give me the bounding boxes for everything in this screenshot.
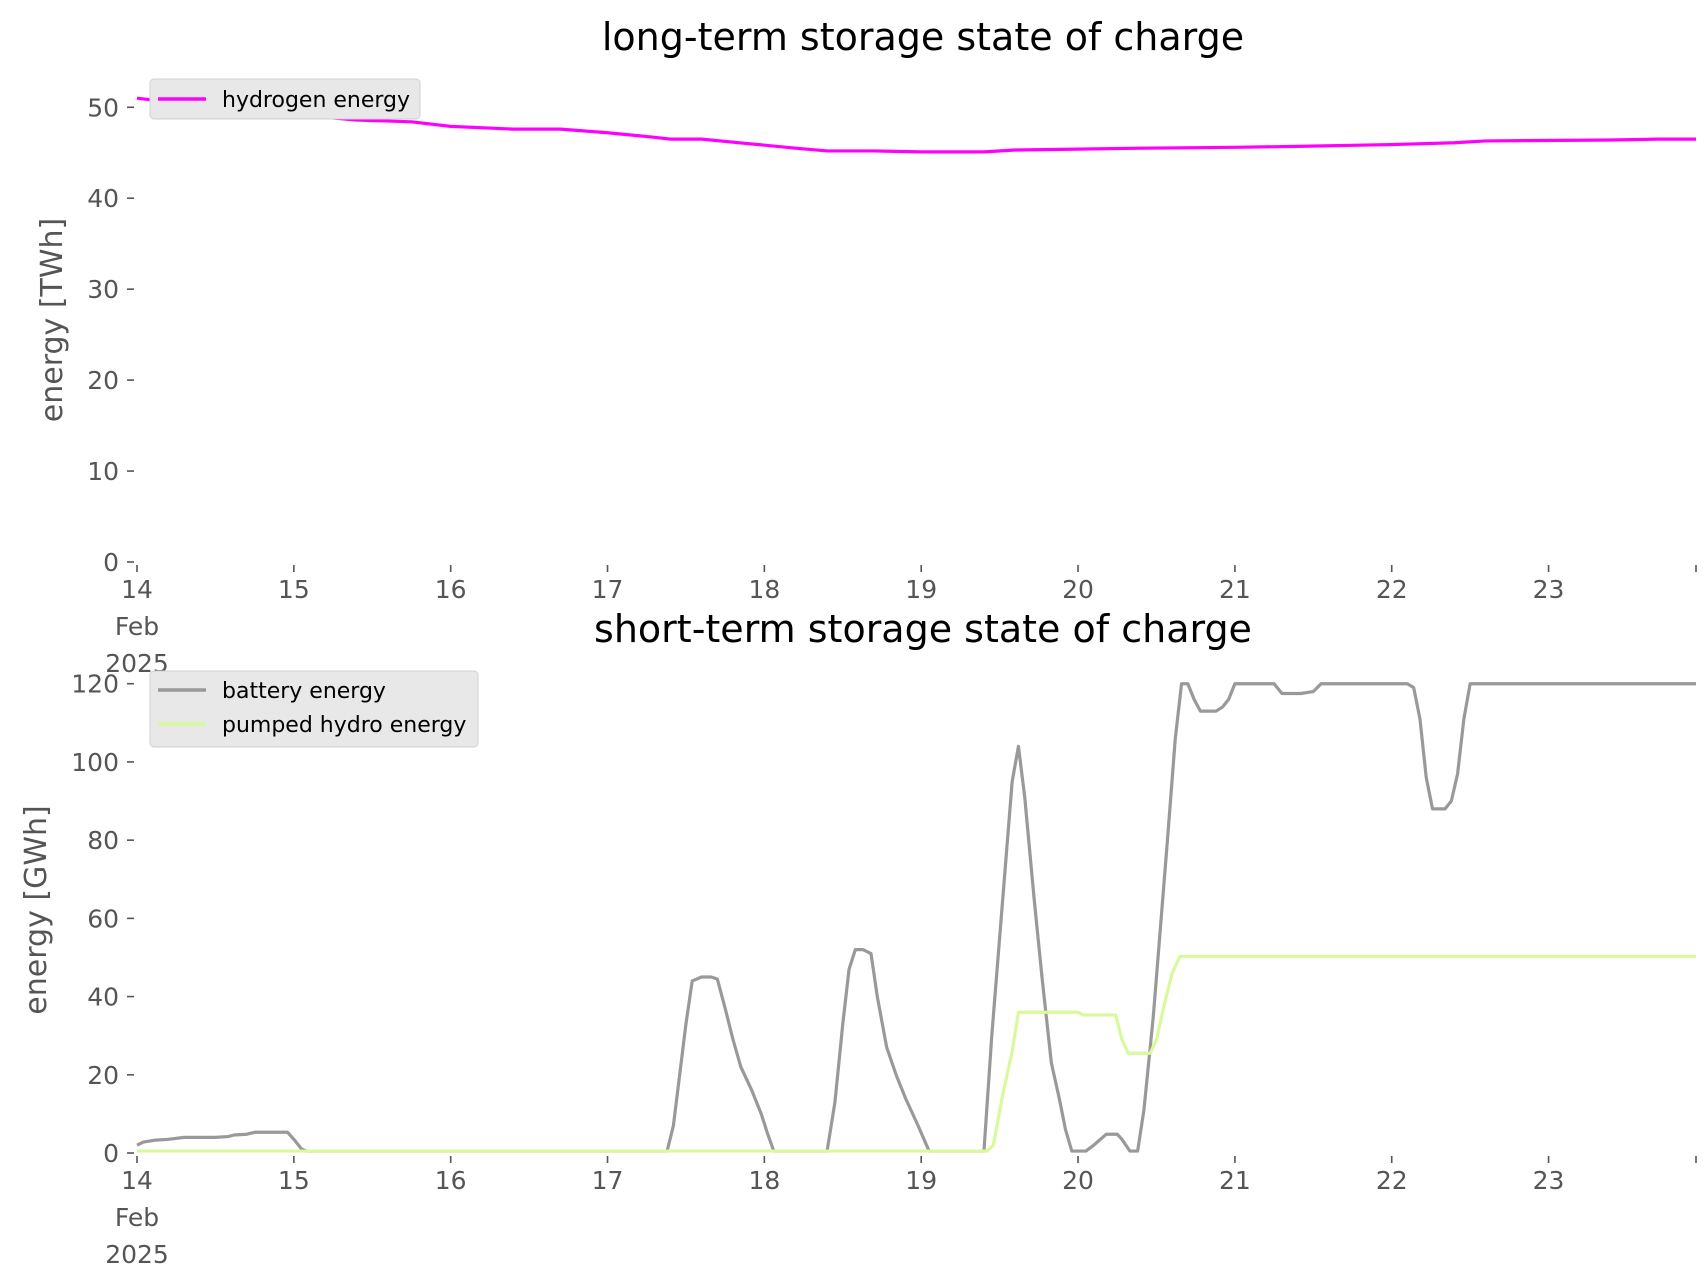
legend-entry-pumped-hydro: pumped hydro energy — [222, 713, 466, 738]
x-tick-label: Feb — [115, 1203, 159, 1232]
x-tick-label: 20 — [1062, 575, 1094, 604]
y-axis-label: energy [TWh] — [35, 218, 70, 422]
x-tick-label: 22 — [1376, 575, 1408, 604]
x-tick-label: 16 — [435, 1166, 467, 1195]
series-line-hydrogen-energy — [136, 96, 1696, 154]
x-tick-label: 16 — [435, 575, 467, 604]
chart-title: long-term storage state of charge — [602, 15, 1244, 59]
x-tick-label: 23 — [1533, 575, 1565, 604]
y-tick-label: 30 — [87, 275, 119, 304]
y-tick-label: 0 — [103, 1139, 119, 1168]
x-tick-label: 14 — [121, 575, 153, 604]
series-line-pumped-hydro-energy — [137, 954, 1696, 1153]
x-tick-label: 15 — [278, 575, 310, 604]
x-tick-label: 19 — [905, 575, 937, 604]
y-tick-label: 50 — [87, 93, 119, 122]
x-tick-label: 23 — [1533, 1166, 1565, 1195]
y-tick-label: 20 — [87, 366, 119, 395]
y-axis-label: energy [GWh] — [19, 805, 54, 1014]
short-term-storage-panel: short-term storage state of charge energ… — [19, 607, 1697, 1269]
y-tick-label: 60 — [87, 904, 119, 933]
y-tick-label: 120 — [71, 670, 119, 699]
x-tick-label: 22 — [1376, 1166, 1408, 1195]
x-tick-label: 20 — [1062, 1166, 1094, 1195]
x-tick-label: Feb — [115, 612, 159, 641]
legend: hydrogen energy — [149, 78, 421, 120]
x-tick-label: 18 — [748, 575, 780, 604]
series-line-battery-energy — [136, 682, 1696, 1153]
chart-title: short-term storage state of charge — [594, 607, 1252, 651]
legend-entry-hydrogen: hydrogen energy — [222, 88, 410, 113]
legend-entry-battery: battery energy — [222, 679, 386, 704]
x-tick-label: 14 — [121, 1166, 153, 1195]
x-tick-label: 17 — [592, 575, 624, 604]
legend: battery energy pumped hydro energy — [149, 670, 479, 748]
y-tick-label: 40 — [87, 983, 119, 1012]
x-tick-label: 15 — [278, 1166, 310, 1195]
y-tick-label: 10 — [87, 457, 119, 486]
x-tick-label: 21 — [1219, 575, 1251, 604]
x-tick-label: 17 — [592, 1166, 624, 1195]
x-tick-label: 18 — [748, 1166, 780, 1195]
x-tick-label: 21 — [1219, 1166, 1251, 1195]
legend-box — [149, 78, 421, 120]
x-tick-label: 2025 — [105, 1240, 169, 1269]
y-tick-label: 100 — [71, 748, 119, 777]
y-tick-label: 0 — [103, 548, 119, 577]
y-tick-label: 40 — [87, 184, 119, 213]
legend-box — [149, 670, 479, 748]
long-term-storage-panel: long-term storage state of charge energy… — [35, 15, 1697, 678]
y-tick-label: 20 — [87, 1061, 119, 1090]
y-tick-label: 80 — [87, 826, 119, 855]
x-tick-label: 19 — [905, 1166, 937, 1195]
